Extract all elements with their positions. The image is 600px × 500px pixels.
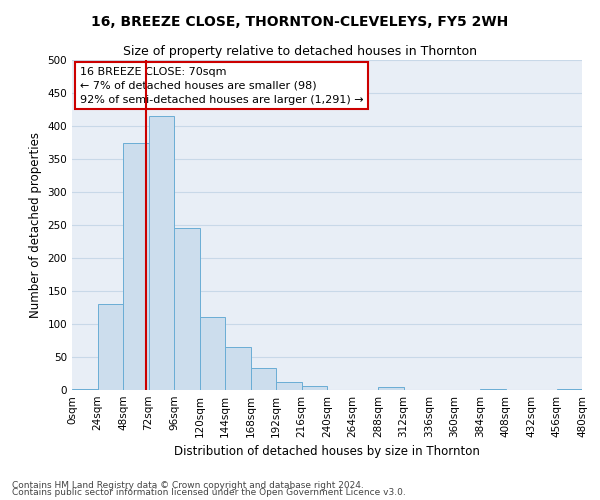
Bar: [480, 388, 505, 390]
Bar: [174, 228, 199, 390]
X-axis label: Distribution of detached houses by size in Thornton: Distribution of detached houses by size …: [174, 446, 480, 458]
Bar: [199, 318, 225, 390]
Bar: [378, 386, 404, 390]
Text: 16, BREEZE CLOSE, THORNTON-CLEVELEYS, FY5 2WH: 16, BREEZE CLOSE, THORNTON-CLEVELEYS, FY…: [91, 15, 509, 29]
Bar: [72, 388, 97, 390]
Bar: [251, 368, 276, 390]
Bar: [97, 304, 123, 390]
Y-axis label: Number of detached properties: Number of detached properties: [29, 132, 42, 318]
Bar: [302, 386, 327, 390]
Bar: [225, 347, 251, 390]
Bar: [123, 142, 149, 390]
Text: Size of property relative to detached houses in Thornton: Size of property relative to detached ho…: [123, 45, 477, 58]
Bar: [149, 116, 174, 390]
Bar: [276, 382, 302, 390]
Text: 16 BREEZE CLOSE: 70sqm
← 7% of detached houses are smaller (98)
92% of semi-deta: 16 BREEZE CLOSE: 70sqm ← 7% of detached …: [80, 66, 363, 104]
Text: Contains HM Land Registry data © Crown copyright and database right 2024.: Contains HM Land Registry data © Crown c…: [12, 480, 364, 490]
Text: Contains public sector information licensed under the Open Government Licence v3: Contains public sector information licen…: [12, 488, 406, 497]
